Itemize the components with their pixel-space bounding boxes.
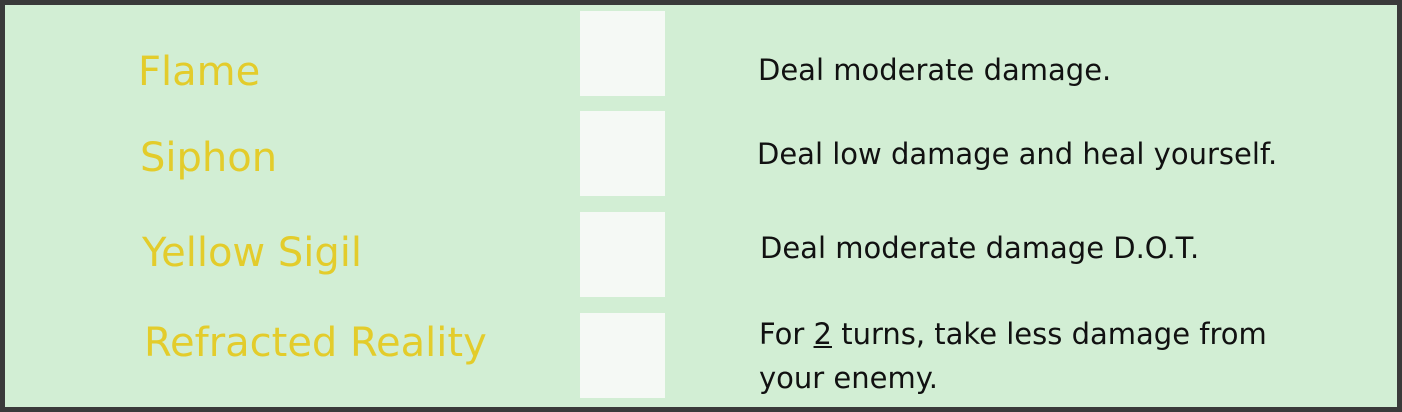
ability-description-siphon: Deal low damage and heal yourself. (757, 137, 1278, 171)
ability-name-flame: Flame (138, 49, 261, 95)
ability-slot-refracted-reality[interactable] (580, 313, 665, 398)
description-line2: your enemy. (759, 361, 938, 395)
turn-count: 2 (813, 317, 832, 351)
ability-slot-yellow-sigil[interactable] (580, 212, 665, 297)
ability-name-yellow-sigil: Yellow Sigil (142, 230, 362, 276)
ability-slot-siphon[interactable] (580, 111, 665, 196)
ability-name-siphon: Siphon (140, 135, 278, 181)
ability-slot-flame[interactable] (580, 11, 665, 96)
description-prefix: For (759, 317, 814, 351)
ability-description-refracted-reality: For 2 turns, take less damage from your e… (759, 312, 1267, 400)
description-line1-suffix: turns, take less damage from (831, 317, 1267, 351)
ability-description-yellow-sigil: Deal moderate damage D.O.T. (760, 231, 1200, 265)
ability-name-refracted-reality: Refracted Reality (144, 320, 487, 366)
ability-description-flame: Deal moderate damage. (758, 53, 1112, 87)
